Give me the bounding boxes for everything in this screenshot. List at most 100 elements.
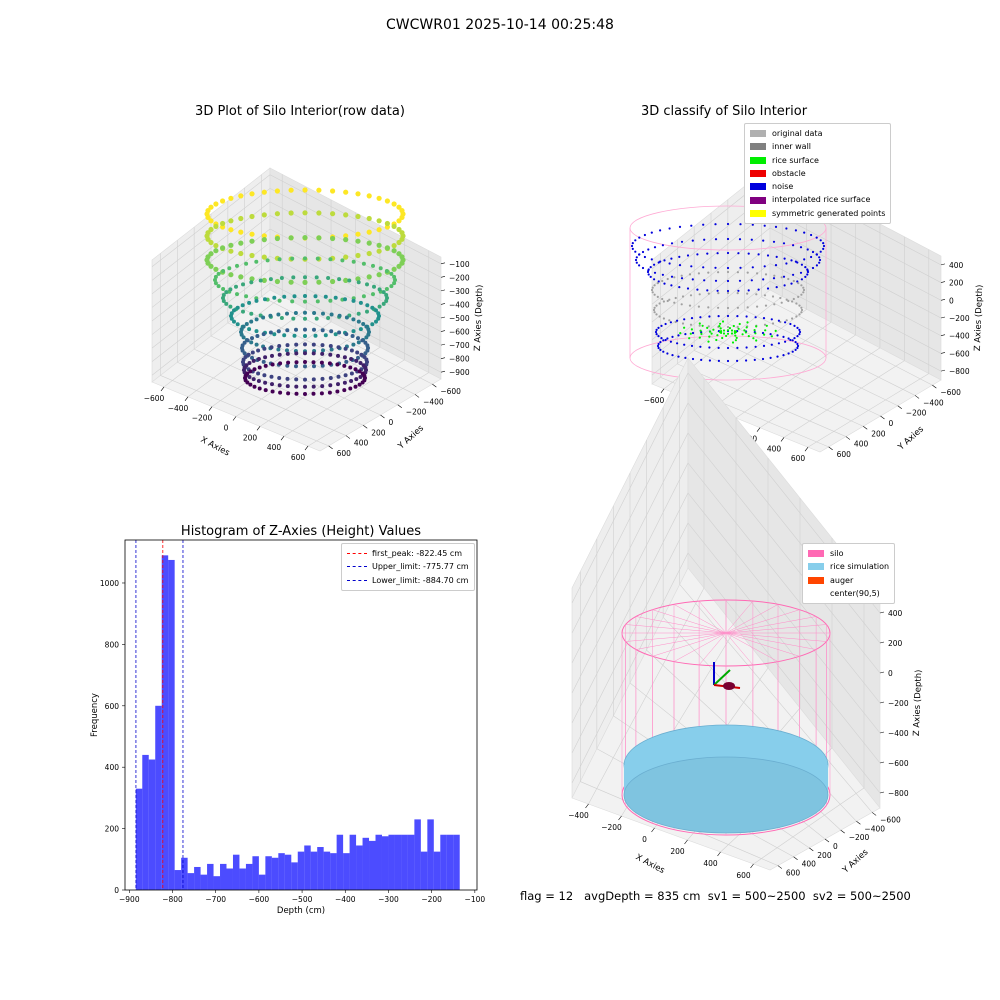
raw-data-point <box>249 231 255 237</box>
cls-floor-grid <box>677 363 847 437</box>
raw-wall-grid <box>269 242 442 332</box>
histogram-bar <box>148 759 156 890</box>
histogram-bar <box>226 868 233 890</box>
raw-data-point <box>328 257 333 262</box>
cls-ytick-mark <box>880 415 885 420</box>
cls-data-point <box>796 261 799 264</box>
raw-data-point <box>294 391 299 396</box>
raw-data-point <box>366 240 372 246</box>
raw-data-point <box>312 327 316 332</box>
histogram-bar <box>407 834 415 890</box>
cls-xtick-label: −600 <box>644 396 665 405</box>
raw-data-point <box>254 317 259 322</box>
raw-data-point <box>228 304 233 309</box>
raw-data-point <box>302 279 308 285</box>
raw-data-point <box>261 254 267 260</box>
sim-silo-roof-wire <box>652 632 727 657</box>
cls-data-point <box>800 293 803 296</box>
cls-data-point <box>668 262 671 265</box>
cls-data-point <box>761 357 765 361</box>
raw-data-point <box>376 316 381 321</box>
raw-data-point <box>276 312 281 317</box>
cls-data-point <box>655 313 658 316</box>
raw-data-point <box>384 220 390 227</box>
raw-ztick-mark <box>440 303 446 305</box>
cls-data-point <box>690 265 693 268</box>
raw-data-point <box>355 191 361 197</box>
raw-wall-grid <box>151 282 271 376</box>
cls-data-point <box>708 359 711 362</box>
raw-plot-title: 3D Plot of Silo Interior(row data) <box>195 104 405 119</box>
cls-data-point <box>747 289 750 292</box>
histogram-bar <box>343 853 350 890</box>
raw-ztick-mark <box>440 370 446 373</box>
raw-data-point <box>342 355 347 360</box>
raw-data-point <box>377 304 382 309</box>
cls-rice-surface-point <box>755 339 758 342</box>
raw-data-point <box>350 334 355 338</box>
cls-data-point <box>656 282 659 285</box>
cls-data-point <box>770 318 773 321</box>
cls-data-point <box>643 255 646 259</box>
cls-data-point <box>726 346 730 350</box>
cls-data-point <box>643 233 646 237</box>
raw-data-point <box>342 380 347 385</box>
raw-data-point <box>208 226 214 233</box>
histogram-bar <box>336 834 344 890</box>
raw-data-point <box>343 277 349 283</box>
raw-xtick-mark <box>160 386 165 392</box>
raw-data-point <box>377 287 382 292</box>
histogram-bar <box>362 837 370 890</box>
raw-data-point <box>208 204 214 210</box>
cls-data-point <box>655 304 658 307</box>
histogram-bar <box>213 876 221 890</box>
cls-data-point <box>646 270 650 274</box>
raw-data-point <box>370 322 375 327</box>
cls-data-point <box>815 253 818 256</box>
cls-data-point <box>669 340 672 343</box>
raw-data-point <box>396 263 402 269</box>
raw-xtick-mark <box>208 406 213 411</box>
raw-data-point <box>343 297 347 302</box>
raw-data-point <box>376 272 382 278</box>
raw-data-point <box>371 292 375 297</box>
raw-data-point <box>213 201 219 207</box>
raw-data-point <box>288 187 294 193</box>
raw-data-point <box>326 316 331 320</box>
cls-ztick-label: −600 <box>949 349 970 358</box>
raw-data-point <box>303 275 307 280</box>
cls-data-point <box>753 358 756 361</box>
cls-data-point <box>804 275 807 278</box>
cls-rice-surface-point <box>712 328 715 331</box>
raw-data-point <box>349 379 354 383</box>
raw-ytick-label: 0 <box>389 418 394 427</box>
cls-data-point <box>726 314 730 318</box>
cls-data-point <box>630 244 634 248</box>
raw-data-point <box>276 347 281 352</box>
raw-data-point <box>378 266 383 271</box>
raw-data-point <box>330 188 336 194</box>
cls-data-point <box>717 306 720 309</box>
cls-data-point <box>702 266 705 269</box>
raw-data-point <box>355 238 361 244</box>
cls-data-point <box>690 344 694 347</box>
cls-data-point <box>653 306 656 309</box>
cls-data-point <box>691 239 694 242</box>
cls-data-point <box>708 315 711 318</box>
cls-rice-surface-point <box>726 332 730 335</box>
cls-rice-surface-point <box>745 326 748 329</box>
cls-rice-surface-point <box>765 324 768 327</box>
cls-legend-swatch <box>750 130 766 138</box>
cls-data-point <box>666 299 669 303</box>
cls-data-point <box>802 288 806 292</box>
raw-ztick-label: −500 <box>449 314 470 323</box>
raw-data-point <box>354 377 359 382</box>
cls-data-point <box>819 250 822 253</box>
raw-data-point <box>242 340 247 345</box>
raw-data-point <box>216 284 221 289</box>
raw-data-point <box>249 213 255 220</box>
cls-rice-surface-point <box>743 329 746 332</box>
cls-data-point <box>714 223 717 226</box>
histogram-legend-line <box>347 579 367 581</box>
raw-point-cloud <box>204 187 406 396</box>
